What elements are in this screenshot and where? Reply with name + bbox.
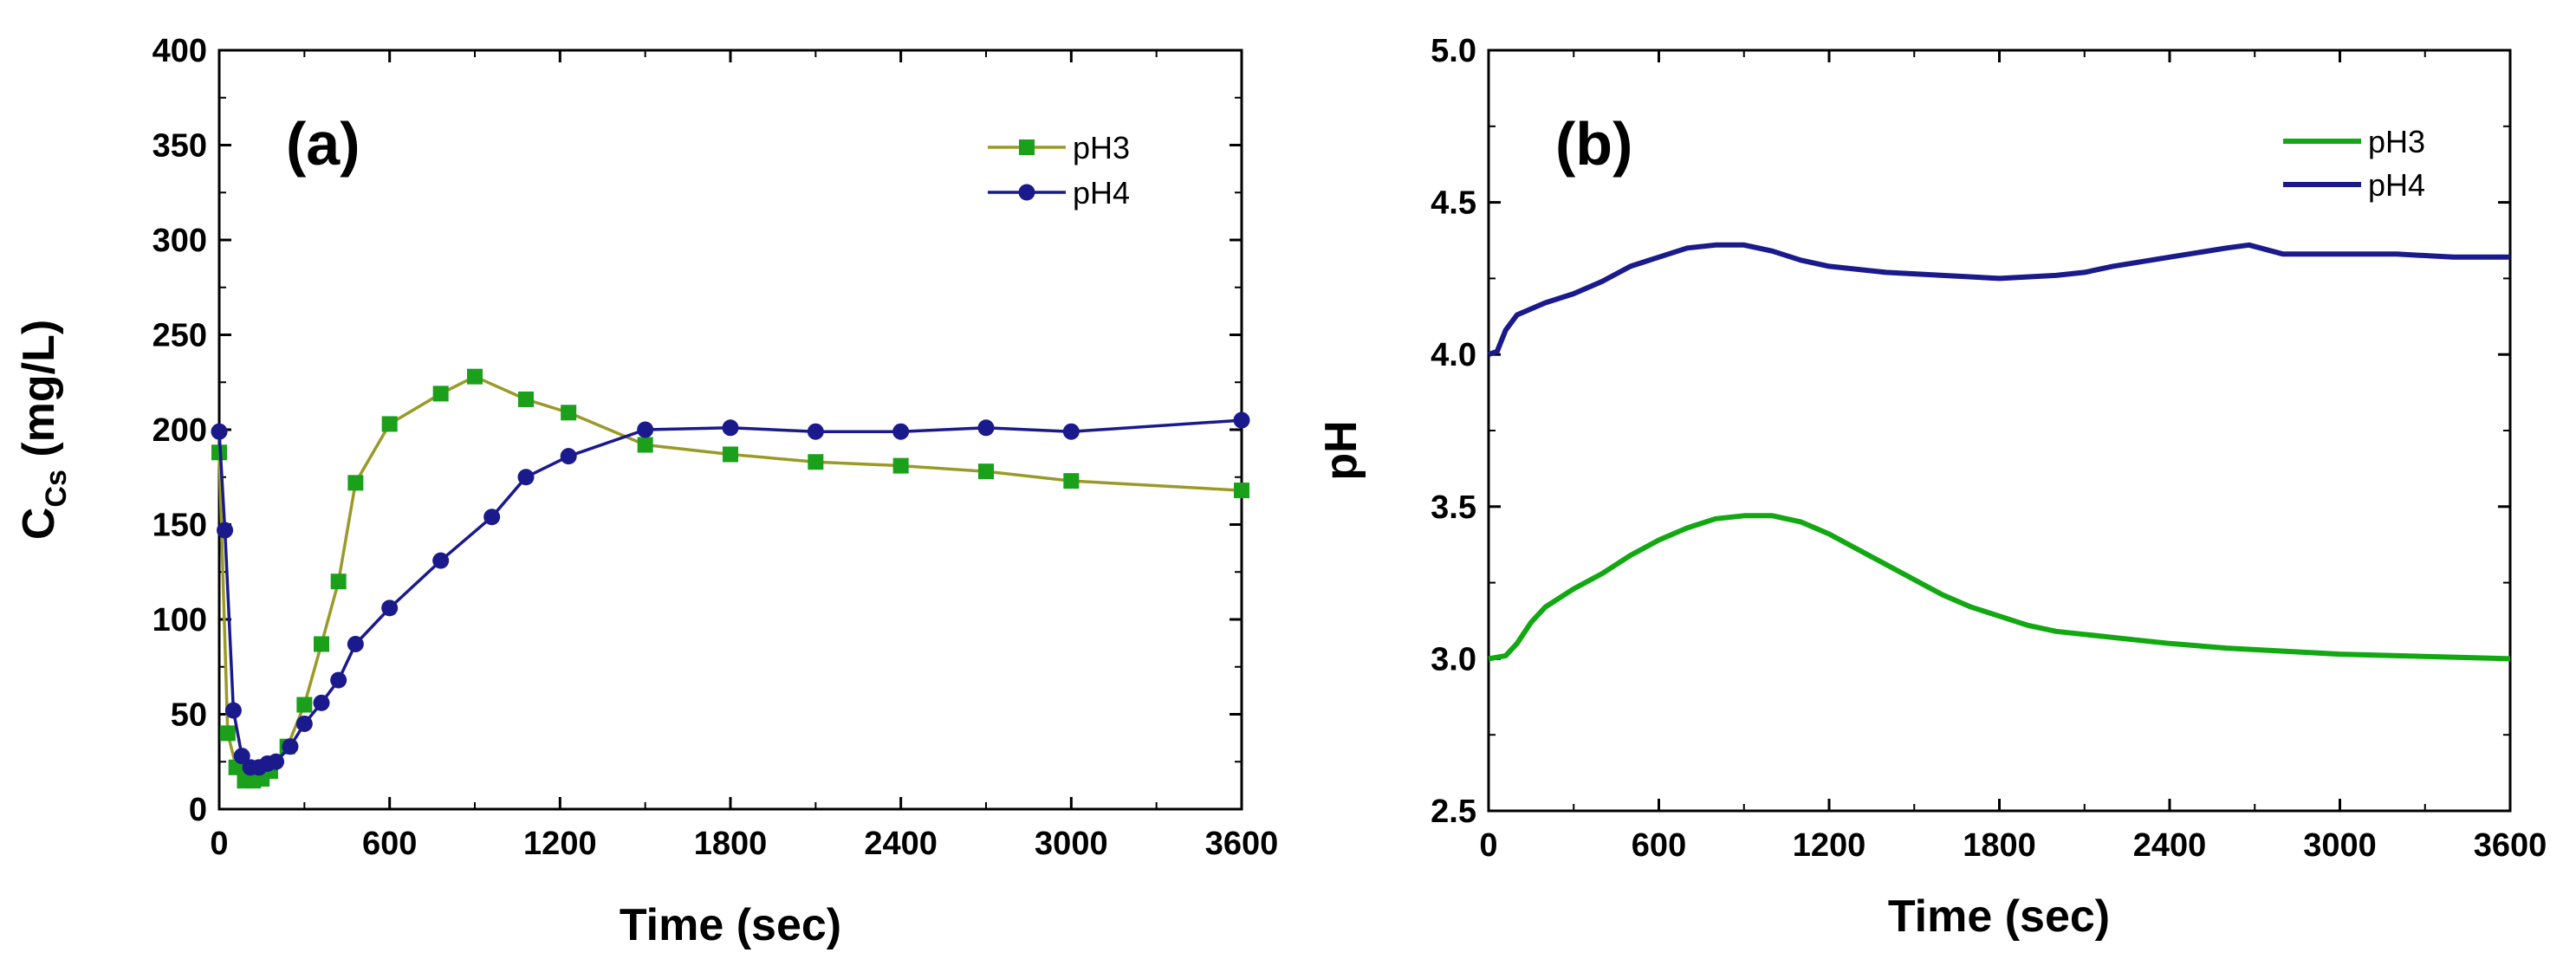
series-group-b	[1487, 242, 2511, 662]
panel-label-b: (b)	[1555, 110, 1632, 178]
panel-label-a: (a)	[286, 110, 360, 178]
data-point-ph4	[233, 748, 250, 765]
x-tick-label: 0	[210, 826, 228, 862]
y-tick-label: 50	[171, 697, 207, 734]
x-tick-label: 3600	[1205, 826, 1279, 862]
data-point-ph4	[217, 522, 234, 539]
x-tick-label: 1200	[1793, 827, 1866, 864]
x-tick-label: 1200	[523, 826, 597, 862]
y-tick-label: 2.5	[1431, 794, 1476, 830]
x-axis-title-a: Time (sec)	[620, 900, 841, 950]
data-point-ph4	[892, 423, 910, 440]
y-tick-label: 3.5	[1431, 489, 1476, 526]
y-tick-label: 5.0	[1431, 33, 1476, 69]
legend-label-ph3: pH3	[2368, 124, 2425, 159]
chart-panel-b: 0 600 1200 1800 2400 3000 3600 2.5 3.0 3.5 4.0 4.5 5…	[1316, 33, 2547, 942]
legend-label-ph4: pH4	[1073, 175, 1130, 211]
series-line-ph4	[1487, 242, 2510, 358]
chart-panel-a: 0 600 1200 1800 2400 3000 3600 0 50 100 150 200 250 3…	[14, 33, 1278, 950]
data-point-ph3	[296, 697, 313, 713]
x-tick-label: 2400	[864, 826, 938, 862]
legend-marker-ph3	[1019, 139, 1035, 155]
y-tick-label: 0	[189, 792, 207, 828]
legend-marker-ph4	[1018, 184, 1035, 201]
x-tick-label: 600	[1632, 827, 1686, 864]
data-point-ph4	[807, 423, 824, 440]
data-point-ph4	[560, 448, 577, 465]
x-tick-label: 3000	[2303, 827, 2377, 864]
data-point-ph4	[381, 599, 399, 617]
data-point-ph4	[722, 419, 739, 437]
data-point-ph3	[561, 405, 577, 421]
y-tick-label: 4.0	[1431, 337, 1476, 373]
data-point-ph3	[637, 437, 653, 453]
series-line-ph3	[217, 374, 1243, 782]
data-point-ph3	[518, 391, 534, 407]
y-tick-label: 300	[152, 223, 207, 259]
data-point-ph3	[330, 573, 347, 590]
data-point-ph3	[978, 463, 994, 480]
x-tick-label: 0	[1479, 827, 1497, 864]
data-point-ph3	[314, 636, 329, 652]
y-axis-title-b: pH	[1316, 420, 1366, 480]
y-axis-title-sub-a: Cs	[40, 470, 73, 507]
data-point-ph3	[347, 475, 364, 491]
data-point-ph4	[1062, 423, 1080, 440]
data-point-ph4	[330, 671, 347, 689]
data-point-ph4	[637, 421, 654, 438]
x-tick-label: 600	[362, 826, 417, 862]
data-point-ph3	[1063, 473, 1080, 489]
data-point-ph3	[467, 368, 483, 385]
plot-frame-b	[1487, 49, 2512, 813]
data-point-ph4	[1233, 411, 1250, 429]
data-point-ph3	[723, 446, 738, 463]
data-point-ph4	[224, 702, 242, 719]
y-tick-label: 3.0	[1431, 641, 1476, 677]
data-point-ph4	[211, 423, 228, 440]
y-tick-label: 200	[152, 412, 207, 449]
data-point-ph3	[808, 454, 824, 470]
data-point-ph4	[517, 469, 535, 486]
series-line-ph4	[217, 418, 1243, 769]
data-point-ph3	[892, 457, 909, 474]
data-point-ph4	[295, 715, 313, 732]
x-axis-title-b: Time (sec)	[1888, 891, 2110, 942]
y-tick-label: 350	[152, 128, 207, 165]
data-point-ph3	[432, 386, 449, 402]
data-point-ph4	[282, 738, 299, 755]
x-tick-label: 1800	[1963, 827, 2036, 864]
series-line-ph3	[1488, 513, 2511, 662]
data-point-ph4	[483, 509, 501, 526]
x-tick-label: 1800	[694, 826, 768, 862]
data-point-ph4	[313, 694, 330, 711]
x-tick-label: 3000	[1035, 826, 1108, 862]
data-point-ph3	[1234, 483, 1249, 499]
x-tick-label: 3600	[2474, 827, 2547, 864]
legend-label-ph4: pH4	[2368, 167, 2425, 203]
axis-ticks-b: 0 600 1200 1800 2400 3000 3600 2.5 3.0 3.5 4.0 4.5 5…	[1431, 33, 2547, 864]
y-axis-title-a: CCs (mg/L)	[14, 320, 73, 540]
y-tick-label: 250	[152, 318, 207, 354]
data-point-ph4	[977, 419, 995, 437]
series-group-a	[211, 368, 1250, 789]
y-axis-title-main-a: C	[14, 508, 64, 541]
data-point-ph3	[381, 416, 398, 432]
data-point-ph4	[432, 552, 450, 569]
y-tick-label: 100	[152, 602, 207, 638]
x-tick-label: 2400	[2133, 827, 2207, 864]
legend-label-ph3: pH3	[1073, 130, 1130, 165]
y-tick-label: 150	[152, 508, 207, 544]
data-point-ph4	[347, 635, 364, 652]
y-axis-title-unit-a: (mg/L)	[14, 320, 64, 470]
y-tick-label: 4.5	[1431, 185, 1476, 222]
data-point-ph4	[268, 753, 285, 770]
y-tick-label: 400	[152, 33, 207, 69]
axis-ticks-a: 0 600 1200 1800 2400 3000 3600 0 50 100 150 200 250 3…	[152, 33, 1279, 862]
data-point-ph3	[219, 725, 236, 742]
